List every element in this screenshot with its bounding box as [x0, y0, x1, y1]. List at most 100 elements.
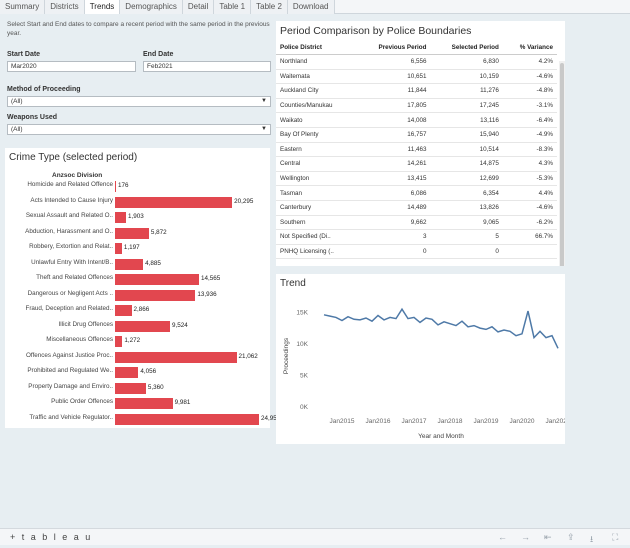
crime-bar[interactable]	[115, 274, 200, 285]
crime-row[interactable]: Fraud, Deception and Related.. 2,866	[5, 304, 270, 316]
download-icon[interactable]: ⭳	[590, 534, 594, 544]
table-row[interactable]: Wellington 13,415 12,699 -5.3%	[276, 171, 557, 187]
table-cell: Tasman	[276, 185, 358, 201]
crime-row[interactable]: Dangerous or Negligent Acts .. 13,936	[5, 289, 270, 301]
table-row[interactable]: Waitemata 10,651 10,159 -4.6%	[276, 69, 557, 85]
crime-row[interactable]: Illicit Drug Offences 9,524	[5, 320, 270, 332]
column-header[interactable]: Previous Period	[357, 41, 431, 55]
table-cell: 13,826	[430, 200, 503, 216]
table-cell: 11,844	[357, 83, 431, 99]
table-row[interactable]: PNHQ Licensing (.. 0 0	[276, 244, 557, 260]
crime-bar[interactable]	[115, 243, 122, 254]
crime-column-header: Anzsoc Division	[52, 172, 103, 179]
trend-panel-title: Trend	[280, 278, 306, 289]
start-date-input[interactable]: Mar2020	[7, 61, 136, 72]
table-cell: Waikato	[276, 112, 358, 128]
crime-row[interactable]: Homicide and Related Offence 176	[5, 180, 270, 192]
crime-row[interactable]: Offences Against Justice Proc.. 21,062	[5, 351, 270, 363]
table-row[interactable]: Central 14,261 14,875 4.3%	[276, 156, 557, 172]
tab-table-2[interactable]: Table 2	[251, 0, 288, 14]
period-panel-title: Period Comparison by Police Boundaries	[280, 25, 472, 37]
weapons-select[interactable]: (All) ▼	[7, 124, 271, 135]
y-tick-label: 0K	[300, 404, 309, 411]
trend-series-line[interactable]	[323, 307, 559, 349]
table-cell: 11,463	[357, 142, 431, 158]
table-row[interactable]: Bay Of Plenty 16,757 15,940 -4.9%	[276, 127, 557, 143]
crime-row[interactable]: Sexual Assault and Related O.. 1,903	[5, 211, 270, 223]
tab-trends[interactable]: Trends	[84, 0, 121, 14]
vertical-scrollbar[interactable]	[559, 61, 565, 266]
tab-districts[interactable]: Districts	[45, 0, 85, 14]
crime-bar[interactable]	[115, 305, 132, 316]
tab-table-1[interactable]: Table 1	[214, 0, 252, 14]
crime-bar[interactable]	[115, 398, 173, 409]
crime-row[interactable]: Robbery, Extortion and Relat.. 1,197	[5, 242, 270, 254]
table-row[interactable]: Eastern 11,463 10,514 -8.3%	[276, 142, 557, 158]
crime-row[interactable]: Unlawful Entry With Intent/B.. 4,885	[5, 258, 270, 270]
crime-bar[interactable]	[115, 181, 116, 192]
crime-row[interactable]: Theft and Related Offences 14,565	[5, 273, 270, 285]
table-cell: PNHQ Licensing (..	[276, 244, 358, 260]
end-date-input[interactable]: Feb2021	[143, 61, 271, 72]
crime-bar[interactable]	[115, 227, 149, 239]
tab-detail[interactable]: Detail	[182, 0, 215, 14]
column-header[interactable]: Police District	[276, 41, 358, 55]
table-cell: -4.9%	[502, 127, 557, 143]
crime-value-label: 24,954	[260, 414, 281, 422]
crime-label: Robbery, Extortion and Relat..	[29, 243, 113, 250]
scrollbar-thumb[interactable]	[560, 63, 564, 266]
tab-demographics[interactable]: Demographics	[120, 0, 183, 14]
crime-label: Sexual Assault and Related O..	[25, 212, 113, 219]
crime-bar[interactable]	[115, 212, 126, 223]
crime-row[interactable]: Traffic and Vehicle Regulator.. 24,954	[5, 413, 280, 425]
crime-panel-title: Crime Type (selected period)	[9, 152, 138, 163]
share-icon[interactable]: ⇪	[567, 532, 575, 542]
x-tick-label: Jan2020	[510, 418, 535, 425]
table-cell: 6,086	[357, 185, 431, 201]
crime-bar[interactable]	[115, 258, 144, 270]
table-cell: 4.2%	[502, 54, 557, 70]
crime-bar[interactable]	[115, 320, 170, 332]
crime-row[interactable]: Acts Intended to Cause Injury 20,295	[5, 196, 270, 208]
tab-summary[interactable]: Summary	[0, 0, 46, 14]
crime-bar[interactable]	[115, 413, 259, 425]
table-row[interactable]: Counties/Manukau 17,805 17,245 -3.1%	[276, 98, 557, 114]
table-row[interactable]: Auckland City 11,844 11,276 -4.8%	[276, 83, 557, 99]
undo-icon[interactable]: ←	[498, 532, 507, 542]
table-cell: -6.4%	[502, 112, 557, 128]
x-tick-label: Jan2016	[366, 418, 391, 425]
method-select[interactable]: (All) ▼	[7, 96, 271, 107]
table-row[interactable]: Northland 6,556 6,830 4.2%	[276, 54, 557, 70]
crime-value-label: 176	[118, 182, 129, 189]
crime-bar[interactable]	[115, 382, 146, 394]
crime-bar[interactable]	[115, 196, 233, 208]
table-cell: 14,261	[357, 156, 431, 172]
crime-bar[interactable]	[115, 351, 237, 363]
crime-row[interactable]: Property Damage and Enviro.. 5,360	[5, 382, 270, 394]
column-header[interactable]: % Variance	[502, 41, 557, 55]
table-row[interactable]: Southern 9,662 9,065 -6.2%	[276, 215, 557, 231]
crime-value-label: 5,360	[147, 383, 164, 391]
table-row[interactable]: Not Specified (Di.. 3 5 66.7%	[276, 229, 557, 245]
table-row[interactable]: Canterbury 14,489 13,826 -4.6%	[276, 200, 557, 216]
crime-value-label: 1,272	[124, 337, 141, 344]
revert-icon[interactable]: ⇤	[544, 532, 552, 542]
crime-row[interactable]: Abduction, Harassment and O.. 5,872	[5, 227, 270, 239]
crime-bar[interactable]	[115, 367, 139, 378]
crime-bar[interactable]	[115, 336, 123, 347]
table-row[interactable]: Tasman 6,086 6,354 4.4%	[276, 185, 557, 201]
method-label: Method of Proceeding	[7, 86, 81, 93]
tab-download[interactable]: Download	[287, 0, 335, 14]
crime-row[interactable]: Prohibited and Regulated We.. 4,056	[5, 366, 270, 378]
column-header[interactable]: Selected Period	[430, 41, 503, 55]
table-row[interactable]: Waikato 14,008 13,116 -6.4%	[276, 112, 557, 128]
table-cell: 6,354	[430, 185, 503, 201]
table-cell: -5.3%	[502, 171, 557, 187]
crime-value-label: 4,056	[140, 368, 157, 375]
crime-row[interactable]: Public Order Offences 9,981	[5, 397, 270, 409]
redo-icon[interactable]: →	[521, 532, 530, 542]
crime-bar[interactable]	[115, 289, 196, 301]
table-cell: 4.4%	[502, 185, 557, 201]
fullscreen-icon[interactable]: ⛶	[612, 532, 619, 542]
crime-row[interactable]: Miscellaneous Offences 1,272	[5, 335, 270, 347]
